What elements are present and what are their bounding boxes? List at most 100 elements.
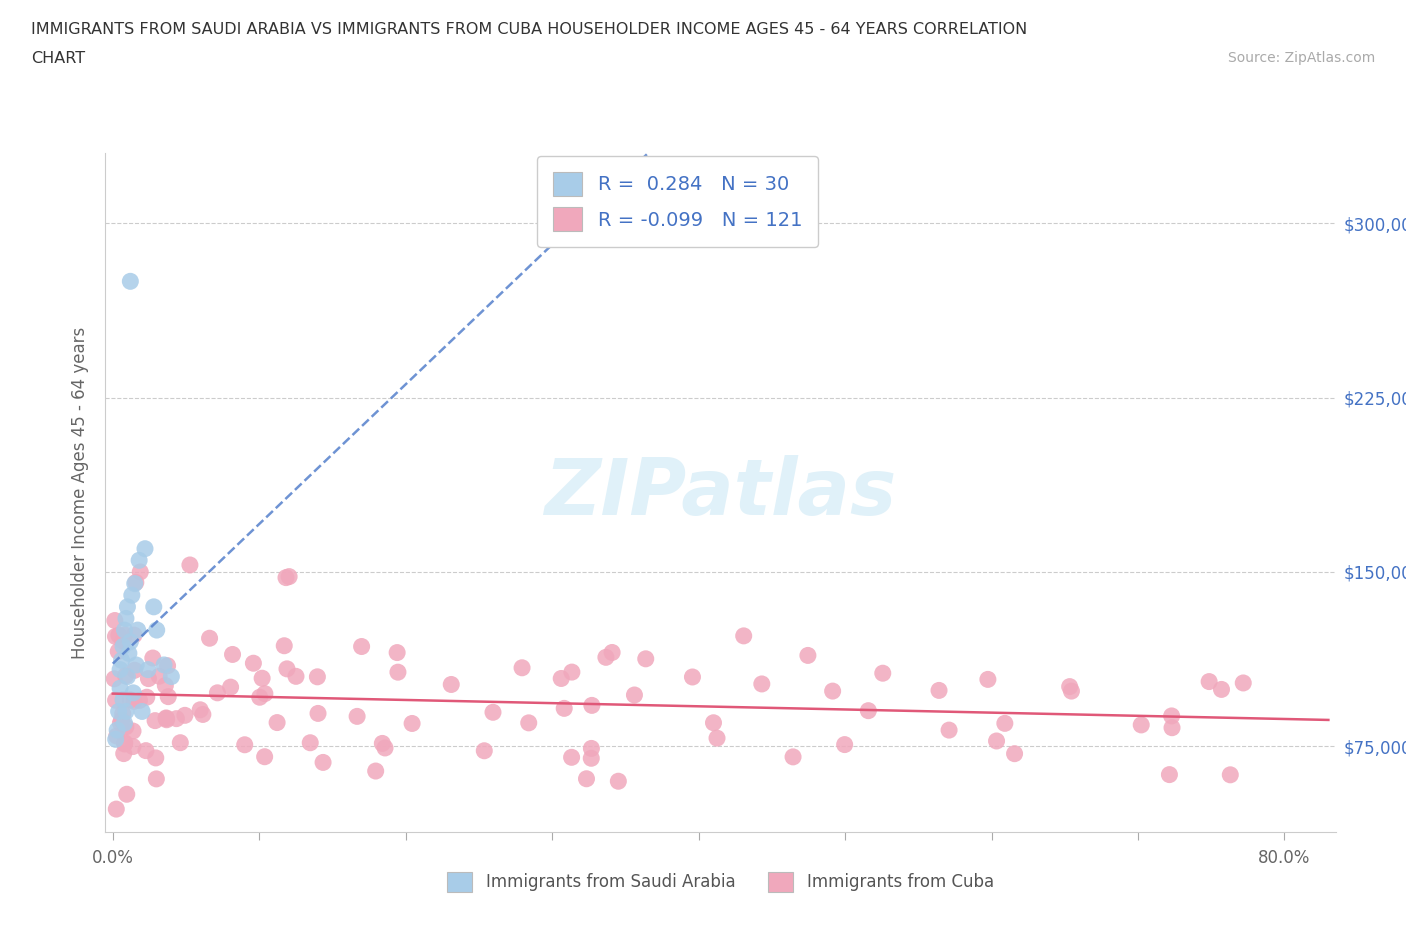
Point <box>510 660 533 675</box>
Point <box>155 711 177 725</box>
Point <box>517 715 540 730</box>
Point <box>276 661 298 676</box>
Point <box>1161 720 1184 735</box>
Point <box>110 712 132 727</box>
Point <box>575 771 598 786</box>
Point <box>160 670 183 684</box>
Point <box>1219 767 1241 782</box>
Point <box>156 712 179 727</box>
Point <box>118 646 141 661</box>
Point <box>105 728 128 743</box>
Point <box>112 692 135 708</box>
Point <box>122 685 145 700</box>
Point <box>312 755 335 770</box>
Point <box>266 715 288 730</box>
Point <box>821 684 844 698</box>
Point <box>155 678 177 693</box>
Point <box>104 629 127 644</box>
Point <box>253 750 276 764</box>
Point <box>104 613 127 628</box>
Point <box>472 743 495 758</box>
Point <box>165 711 187 726</box>
Point <box>108 681 131 696</box>
Point <box>115 611 138 626</box>
Point <box>1130 717 1153 732</box>
Point <box>179 558 201 573</box>
Point <box>105 802 128 817</box>
Point <box>682 670 704 684</box>
Point <box>986 734 1008 749</box>
Point <box>274 570 297 585</box>
Point <box>120 634 142 649</box>
Point <box>1159 767 1181 782</box>
Point <box>938 723 960 737</box>
Point <box>834 737 856 752</box>
Point <box>117 600 139 615</box>
Point <box>104 693 127 708</box>
Point <box>117 670 139 684</box>
Text: CHART: CHART <box>31 51 84 66</box>
Point <box>221 647 243 662</box>
Point <box>401 716 423 731</box>
Point <box>174 708 197 723</box>
Point <box>111 633 134 648</box>
Point <box>733 629 755 644</box>
Point <box>1004 746 1026 761</box>
Point <box>797 648 820 663</box>
Point <box>114 720 136 735</box>
Point <box>253 686 276 701</box>
Point <box>285 669 308 684</box>
Point <box>145 623 167 638</box>
Point <box>115 704 138 719</box>
Point <box>142 600 165 615</box>
Point <box>104 732 127 747</box>
Point <box>114 736 136 751</box>
Point <box>706 731 728 746</box>
Point <box>623 687 645 702</box>
Point <box>136 662 159 677</box>
Point <box>307 670 329 684</box>
Point <box>124 576 146 591</box>
Point <box>561 665 583 680</box>
Point <box>250 671 273 685</box>
Point <box>374 740 396 755</box>
Point <box>278 569 301 584</box>
Point <box>346 709 368 724</box>
Point <box>107 644 129 658</box>
Point <box>148 669 170 684</box>
Point <box>103 671 125 686</box>
Point <box>581 698 603 712</box>
Point <box>872 666 894 681</box>
Point <box>108 662 131 677</box>
Point <box>581 751 603 765</box>
Point <box>482 705 505 720</box>
Point <box>128 693 150 708</box>
Point <box>153 658 176 672</box>
Point <box>198 631 221 645</box>
Point <box>114 623 136 638</box>
Point <box>595 650 617 665</box>
Point <box>128 552 150 567</box>
Point <box>105 723 128 737</box>
Point <box>115 787 138 802</box>
Point <box>751 676 773 691</box>
Point <box>114 669 136 684</box>
Point <box>120 274 142 289</box>
Point <box>364 764 387 778</box>
Point <box>131 704 153 719</box>
Text: ZIPatlas: ZIPatlas <box>544 455 897 531</box>
Point <box>307 706 329 721</box>
Point <box>387 665 409 680</box>
Point <box>1059 679 1081 694</box>
Legend: Immigrants from Saudi Arabia, Immigrants from Cuba: Immigrants from Saudi Arabia, Immigrants… <box>440 865 1001 898</box>
Text: IMMIGRANTS FROM SAUDI ARABIA VS IMMIGRANTS FROM CUBA HOUSEHOLDER INCOME AGES 45 : IMMIGRANTS FROM SAUDI ARABIA VS IMMIGRAN… <box>31 22 1028 37</box>
Point <box>1211 682 1233 697</box>
Point <box>1160 709 1182 724</box>
Point <box>107 704 129 719</box>
Point <box>138 671 160 686</box>
Point <box>581 741 603 756</box>
Point <box>249 690 271 705</box>
Point <box>111 706 134 721</box>
Point <box>145 772 167 787</box>
Point <box>782 750 804 764</box>
